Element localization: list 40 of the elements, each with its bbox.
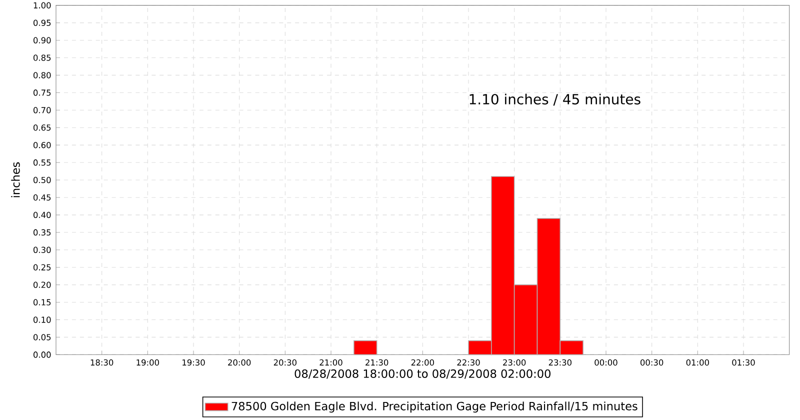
y-tick-label: 0.10 (34, 316, 51, 323)
y-tick-label: 1.00 (34, 2, 51, 8)
x-tick-label: 00:00 (594, 359, 618, 366)
y-tick-label: 0.50 (34, 176, 51, 184)
y-tick-label: 0.95 (34, 20, 51, 26)
y-tick-label: 0.40 (34, 212, 51, 218)
y-tick-label: 0.75 (34, 90, 51, 96)
x-tick-label: 20:30 (274, 359, 296, 366)
x-tick-label: 22:00 (411, 359, 434, 366)
x-axis-title: 08/28/2008 18:00:00 to 08/29/2008 02:00:00 (294, 369, 550, 379)
y-tick-label: 0.65 (34, 124, 51, 131)
y-tick-label: 0.15 (34, 299, 51, 306)
y-tick-label: 0.45 (34, 194, 51, 201)
y-tick-label: 0.90 (34, 37, 51, 44)
y-tick-label: 0.35 (34, 229, 51, 236)
x-tick-label: 23:30 (548, 359, 572, 366)
x-tick-label: 22:30 (457, 359, 480, 366)
y-tick-label: 0.00 (34, 352, 51, 358)
y-tick-label: 0.70 (34, 107, 51, 114)
x-tick-label: 21:00 (320, 359, 342, 366)
x-tick-label: 18:30 (90, 359, 114, 366)
x-tick-label: 01:30 (732, 359, 755, 366)
y-tick-label: 0.80 (34, 72, 51, 78)
x-tick-label: 20:00 (228, 359, 251, 366)
x-tick-label: 23:00 (503, 359, 526, 366)
y-tick-label: 0.25 (34, 264, 51, 270)
x-tick-label: 19:00 (136, 359, 159, 366)
y-axis-title: inches (11, 162, 20, 198)
x-tick-label: 00:30 (640, 359, 664, 366)
y-tick-label: 0.60 (34, 142, 51, 148)
y-tick-label: 0.55 (34, 159, 51, 166)
x-tick-label: 19:30 (182, 359, 205, 366)
legend-label: 78500 Golden Eagle Blvd. Precipitation Gage Period Rainfall/15 minutes (232, 402, 638, 413)
x-tick-label: 01:00 (686, 359, 709, 366)
annotation: 1.10 inches / 45 minutes (470, 94, 640, 106)
y-tick-label: 0.85 (34, 54, 51, 61)
y-tick-label: 0.30 (34, 246, 51, 253)
y-tick-label: 0.05 (34, 334, 51, 340)
x-tick-label: 21:30 (366, 359, 388, 366)
y-tick-label: 0.20 (34, 282, 51, 288)
